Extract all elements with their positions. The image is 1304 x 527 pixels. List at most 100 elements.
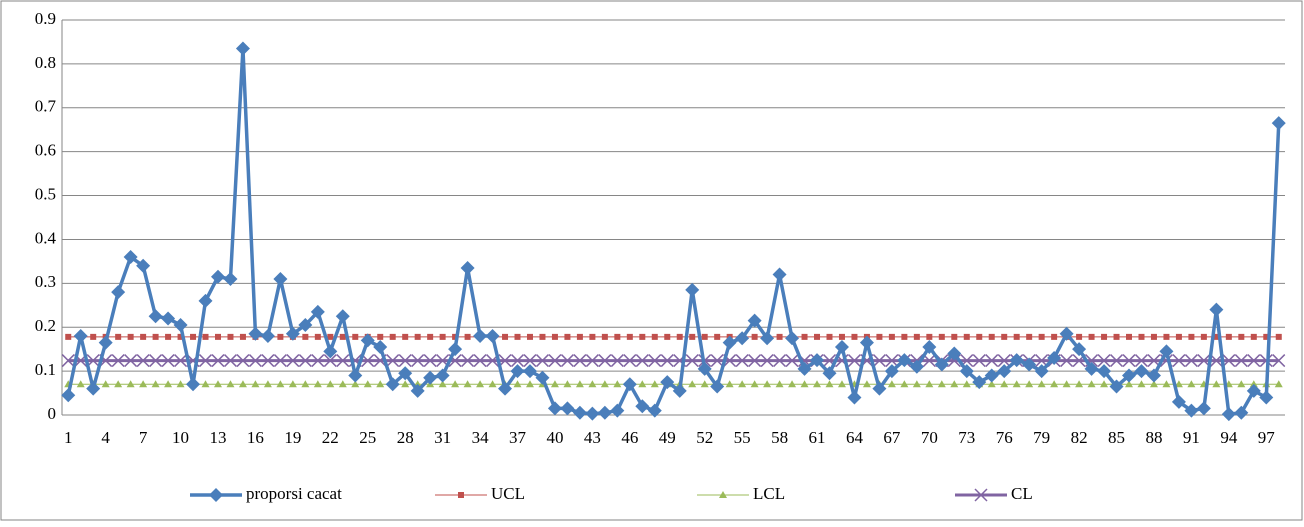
marker [575,380,584,388]
marker [1259,390,1274,405]
marker [872,381,887,396]
y-tick-label: 0.4 [35,228,57,247]
marker [1246,383,1261,398]
marker [1196,401,1211,416]
x-tick-label: 40 [546,428,563,447]
marker [1271,116,1286,131]
marker [1009,353,1024,368]
x-tick-label: 64 [846,428,864,447]
marker [127,333,134,340]
marker [435,368,450,383]
marker [510,354,525,368]
x-tick-label: 25 [359,428,376,447]
marker [600,380,609,388]
marker [348,368,363,383]
marker [814,333,821,340]
marker [1272,354,1286,368]
marker [1109,379,1124,394]
marker [239,333,246,340]
marker [1126,333,1133,340]
marker [1000,380,1009,388]
marker [86,381,101,396]
marker [473,354,487,368]
marker [111,354,125,368]
marker [464,333,471,340]
marker [576,333,583,340]
marker [124,354,138,368]
marker [476,380,485,388]
marker [398,366,413,381]
marker [639,333,646,340]
marker [735,331,750,346]
x-tick-label: 82 [1071,428,1088,447]
marker [614,333,621,340]
marker [236,354,250,368]
marker [1247,354,1261,368]
marker [1225,333,1232,340]
marker [912,380,921,388]
marker [963,333,970,340]
marker [1051,333,1058,340]
marker [984,368,999,383]
marker [510,364,525,379]
marker [1275,333,1282,340]
marker [813,380,822,388]
marker [751,333,758,340]
marker [959,364,974,379]
marker [773,354,787,368]
marker [926,333,933,340]
marker [700,380,709,388]
marker [261,354,275,368]
marker [1200,333,1207,340]
marker [1122,354,1136,368]
marker [298,318,313,333]
marker [622,377,637,392]
marker [335,309,350,324]
x-tick-label: 37 [509,428,527,447]
x-tick-label: 61 [809,428,826,447]
marker [140,333,147,340]
marker [776,333,783,340]
marker [535,354,549,368]
marker [1134,354,1149,368]
marker [1047,350,1062,365]
marker [1025,380,1034,388]
marker [1138,333,1145,340]
marker [651,333,658,340]
x-tick-label: 67 [883,428,901,447]
x-tick-label: 7 [139,428,148,447]
marker [389,333,396,340]
marker [598,354,612,368]
marker [826,333,833,340]
marker [588,380,597,388]
x-tick-label: 4 [101,428,110,447]
marker [1084,361,1099,376]
x-tick-label: 70 [921,428,938,447]
marker [710,379,725,394]
marker [1149,380,1158,388]
marker [209,488,223,502]
marker [313,380,322,388]
marker [223,354,238,368]
marker [202,333,209,340]
marker [226,380,235,388]
marker [1101,333,1108,340]
x-tick-label: 94 [1220,428,1238,447]
marker [950,380,959,388]
marker [1222,354,1236,368]
y-tick-label: 0.6 [35,141,56,160]
marker [248,354,262,368]
marker [551,333,558,340]
marker [688,380,697,388]
marker [363,380,372,388]
marker [1038,333,1045,340]
marker [373,339,388,354]
marker [336,354,350,368]
marker [660,375,675,390]
marker [676,333,683,340]
marker [610,354,624,368]
marker [837,380,846,388]
marker [797,361,812,376]
marker [485,329,500,343]
marker [161,311,176,326]
